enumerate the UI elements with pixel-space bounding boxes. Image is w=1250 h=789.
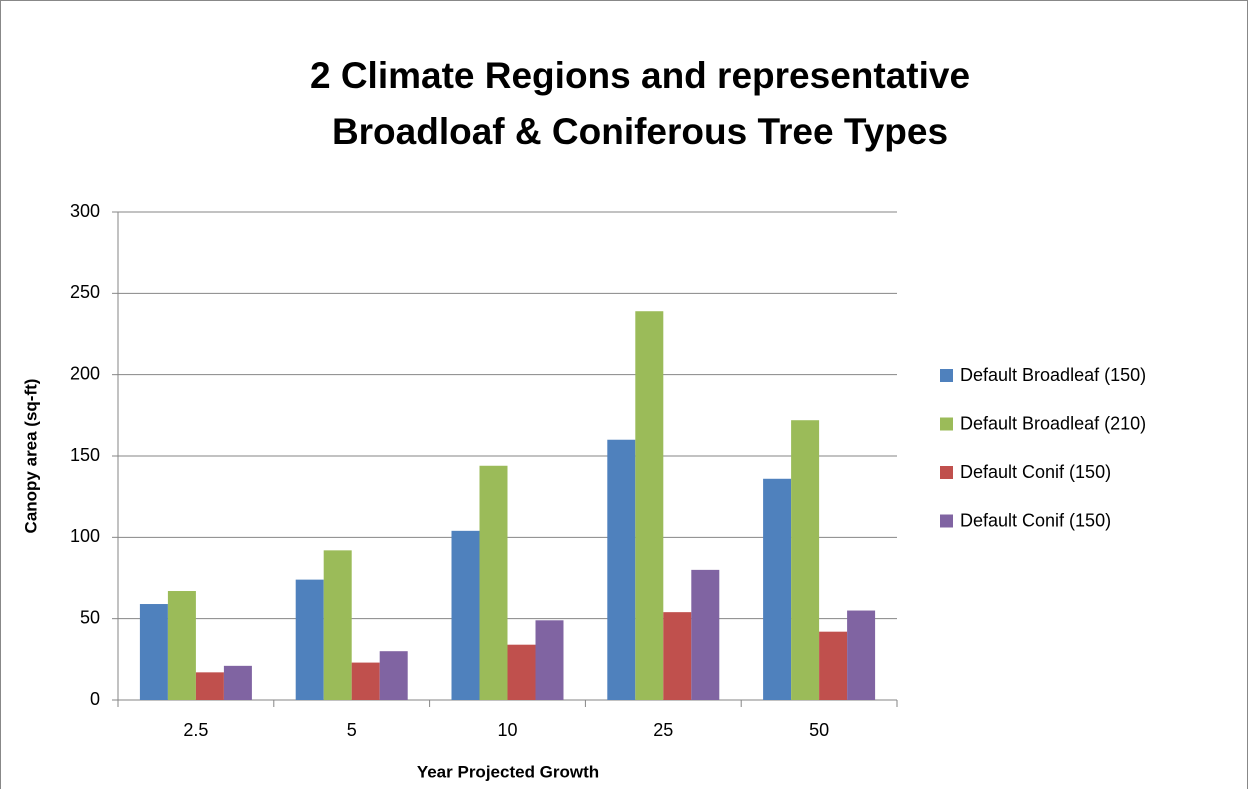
bar <box>507 644 536 700</box>
legend-swatch <box>940 417 953 431</box>
y-axis-title: Canopy area (sq-ft) <box>21 379 40 534</box>
bar <box>691 569 720 700</box>
y-tick-label: 100 <box>70 526 100 546</box>
y-tick-label: 150 <box>70 445 100 465</box>
bar <box>451 530 480 700</box>
bar <box>819 631 848 700</box>
bar <box>847 610 876 700</box>
bar <box>379 651 408 700</box>
x-tick-label: 5 <box>347 720 357 740</box>
x-tick-label: 50 <box>809 720 829 740</box>
bar <box>351 662 380 700</box>
bar <box>323 550 352 700</box>
x-axis-title: Year Projected Growth <box>417 762 599 781</box>
bar <box>479 465 508 700</box>
y-tick-label: 250 <box>70 282 100 302</box>
legend-label: Default Conif (150) <box>960 462 1111 482</box>
bar <box>139 604 168 700</box>
y-tick-label: 200 <box>70 363 100 383</box>
legend-swatch <box>940 466 953 479</box>
bar <box>535 620 564 700</box>
y-tick-label: 0 <box>90 689 100 709</box>
legend-label: Default Broadleaf (150) <box>960 365 1146 385</box>
bar <box>663 612 692 700</box>
legend-swatch <box>940 514 953 528</box>
bar <box>791 420 820 700</box>
bar <box>607 439 636 700</box>
x-tick-label: 2.5 <box>183 720 208 740</box>
y-tick-label: 50 <box>80 607 100 627</box>
bar <box>295 579 324 700</box>
bar <box>635 311 664 700</box>
x-tick-label: 25 <box>653 720 673 740</box>
legend-label: Default Conif (150) <box>960 510 1111 530</box>
legend-label: Default Broadleaf (210) <box>960 413 1146 433</box>
bar <box>763 478 792 700</box>
y-tick-label: 300 <box>70 201 100 221</box>
bar <box>167 591 196 700</box>
bar <box>195 672 224 700</box>
x-tick-label: 10 <box>497 720 517 740</box>
legend-swatch <box>940 369 953 382</box>
bar <box>223 665 252 700</box>
chart-title: 2 Climate Regions and representative Bro… <box>309 55 971 152</box>
